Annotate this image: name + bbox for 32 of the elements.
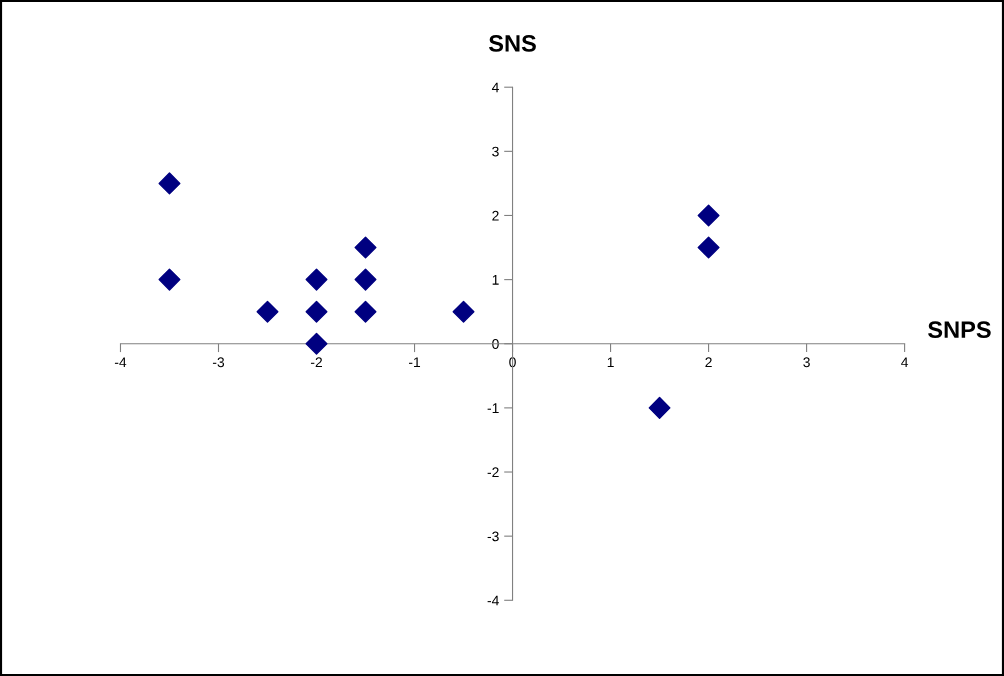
x-tick-label: -1: [408, 357, 421, 368]
y-tick-label: 4: [491, 82, 499, 93]
x-tick-label: -4: [114, 357, 127, 368]
point: [354, 236, 377, 259]
y-axis-title: SNS: [488, 35, 536, 52]
y-tick-label: 2: [492, 210, 499, 221]
x-tick-label: 3: [803, 357, 810, 368]
x-tick-label: -2: [310, 357, 322, 368]
y-tick-label: -3: [487, 531, 499, 542]
point: [354, 300, 377, 323]
y-tick-label: -2: [487, 467, 499, 478]
y-tick-label: -1: [487, 403, 499, 413]
point: [305, 268, 328, 291]
point: [305, 332, 328, 355]
point: [452, 300, 475, 323]
y-tick-label: 0: [492, 339, 499, 349]
point: [697, 204, 720, 227]
point: [256, 300, 279, 323]
y-tick-label: 3: [492, 146, 499, 157]
point: [158, 172, 181, 195]
x-axis-title: SNPS: [928, 321, 991, 338]
point: [158, 268, 181, 291]
point: [648, 396, 671, 419]
y-tick-label: -4: [487, 595, 499, 606]
x-tick-label: 2: [705, 357, 712, 368]
y-tick-label: 1: [492, 275, 499, 285]
x-tick-label: -3: [212, 357, 225, 368]
point: [697, 236, 720, 259]
point: [305, 300, 328, 323]
point: [354, 268, 377, 291]
x-tick-label: 1: [607, 357, 614, 368]
x-tick-label: 4: [901, 357, 909, 368]
